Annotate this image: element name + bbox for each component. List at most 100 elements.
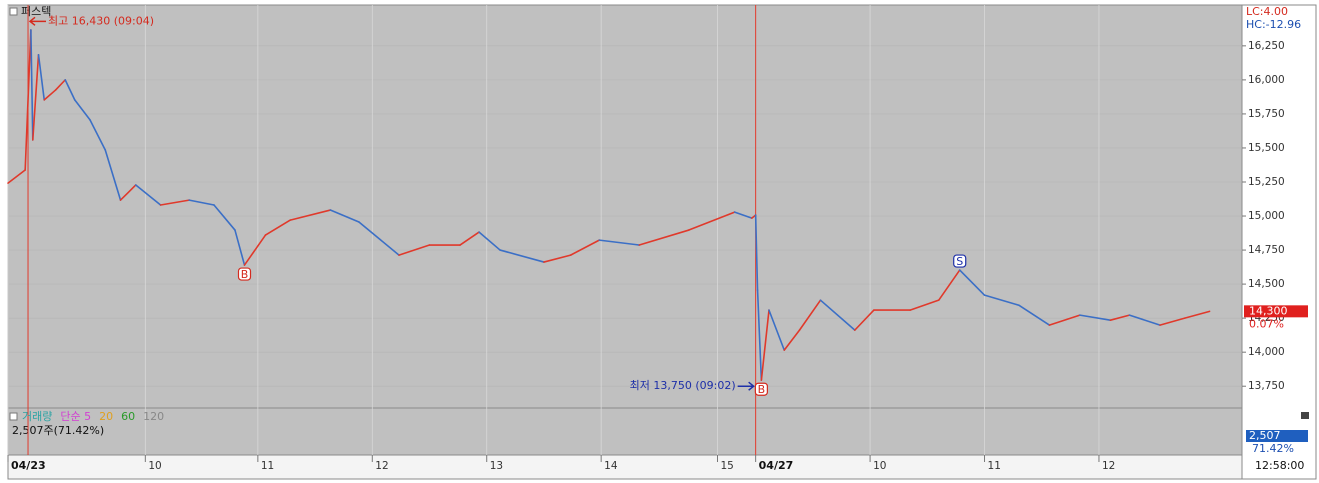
price-segment <box>188 199 215 206</box>
current-price-box <box>1244 305 1308 318</box>
volume-legend-item: 20 <box>99 410 113 423</box>
price-segment <box>64 79 76 101</box>
price-segment <box>30 29 34 141</box>
y-tick-label: 16,250 <box>1248 40 1285 52</box>
price-segment <box>459 231 480 246</box>
price-segment <box>937 269 961 301</box>
price-segment <box>958 269 986 296</box>
price-segment <box>854 309 875 331</box>
price-segment <box>499 249 545 263</box>
price-segment <box>134 184 162 206</box>
price-axis <box>1241 4 1317 480</box>
price-segment <box>213 204 236 231</box>
volume-last-box <box>1246 430 1308 442</box>
price-panel <box>7 4 1243 409</box>
lc-label: LC:4.00 <box>1246 5 1288 18</box>
price-segment <box>478 231 501 251</box>
price-segment <box>31 54 40 141</box>
price-segment <box>798 299 822 331</box>
volume-last-pct: 71.42% <box>1252 442 1294 455</box>
price-segment <box>1018 304 1051 326</box>
price-change: 0.07% <box>1249 317 1284 330</box>
price-segment <box>1183 310 1211 319</box>
price-segment <box>638 229 690 246</box>
price-segment <box>104 149 122 201</box>
y-tick-label: 14,750 <box>1248 244 1285 256</box>
price-segment <box>54 79 67 91</box>
price-segment <box>119 184 137 201</box>
current-time: 12:58:00 <box>1255 459 1304 472</box>
price-segment <box>264 219 292 236</box>
x-tick-label: 11 <box>988 460 1001 472</box>
title-icon <box>9 7 18 16</box>
price-segment <box>569 239 601 256</box>
y-tick-label: 14,000 <box>1248 346 1285 358</box>
price-segment <box>89 119 107 151</box>
annotation-arrow <box>28 16 47 26</box>
trade-marker-box <box>754 382 768 396</box>
price-segment <box>329 209 360 223</box>
annotation-label: 최저 13,750 (09:02) <box>630 379 736 392</box>
trade-marker: S <box>953 254 967 268</box>
x-tick-label: 10 <box>873 460 886 472</box>
annotation-label: 최고 16,430 (09:04) <box>48 14 154 27</box>
volume-legend-item: 60 <box>121 410 135 423</box>
price-segment <box>398 244 431 256</box>
y-tick-label: 15,500 <box>1248 142 1285 154</box>
trade-marker-box <box>237 267 252 281</box>
volume-summary: 2,507주(71.42%) <box>12 424 104 437</box>
y-tick-label: 15,000 <box>1248 210 1285 222</box>
x-tick-label: 12 <box>375 460 388 472</box>
trade-marker: B <box>754 382 768 396</box>
price-segment <box>688 211 736 231</box>
trade-marker-label: S <box>956 255 963 268</box>
price-segment <box>234 229 246 266</box>
x-tick-label: 04/27 <box>759 459 794 472</box>
x-tick-label: 13 <box>490 460 503 472</box>
price-segment <box>7 169 26 184</box>
price-segment <box>1128 314 1161 326</box>
price-segment <box>598 239 641 246</box>
panel-button[interactable] <box>1301 412 1309 419</box>
price-segment <box>543 254 572 263</box>
y-tick-label: 13,750 <box>1248 380 1285 392</box>
trade-marker-box <box>953 254 967 268</box>
hc-label: HC:-12.96 <box>1246 18 1301 31</box>
price-segment <box>243 234 267 266</box>
price-segment <box>24 29 32 171</box>
x-tick-label: 15 <box>721 460 734 472</box>
trade-marker: B <box>237 267 252 281</box>
x-tick-label: 12 <box>1102 460 1115 472</box>
price-segment <box>1048 314 1081 326</box>
price-segment <box>358 221 400 256</box>
price-segment <box>819 299 856 331</box>
price-segment <box>983 294 1020 307</box>
y-tick-label: 14,500 <box>1248 278 1285 290</box>
price-segment <box>733 211 753 219</box>
x-tick-label: 11 <box>261 460 274 472</box>
y-tick-label: 16,000 <box>1248 74 1285 86</box>
price-segment <box>768 309 786 351</box>
chart-title: 퍼스텍 <box>21 5 51 18</box>
y-tick-label: 15,250 <box>1248 176 1285 188</box>
trade-marker-label: B <box>241 268 249 281</box>
x-tick-label: 04/23 <box>11 459 46 472</box>
price-segment <box>1109 314 1131 321</box>
volume-legend-item: 단순 5 <box>60 410 91 423</box>
volume-legend-item: 120 <box>143 410 164 423</box>
price-segment <box>760 309 770 382</box>
price-segment <box>1079 314 1112 321</box>
x-tick-label: 14 <box>604 460 618 472</box>
price-segment <box>756 289 763 382</box>
x-tick-label: 10 <box>148 460 161 472</box>
price-segment <box>754 214 759 291</box>
volume-panel <box>7 407 1243 456</box>
y-tick-label: 15,750 <box>1248 108 1285 120</box>
price-segment <box>73 99 91 121</box>
price-segment <box>289 209 332 221</box>
volume-legend-item: 거래량 <box>22 410 52 423</box>
volume-icon <box>9 412 18 421</box>
price-segment <box>159 199 190 206</box>
time-axis <box>7 454 1243 480</box>
